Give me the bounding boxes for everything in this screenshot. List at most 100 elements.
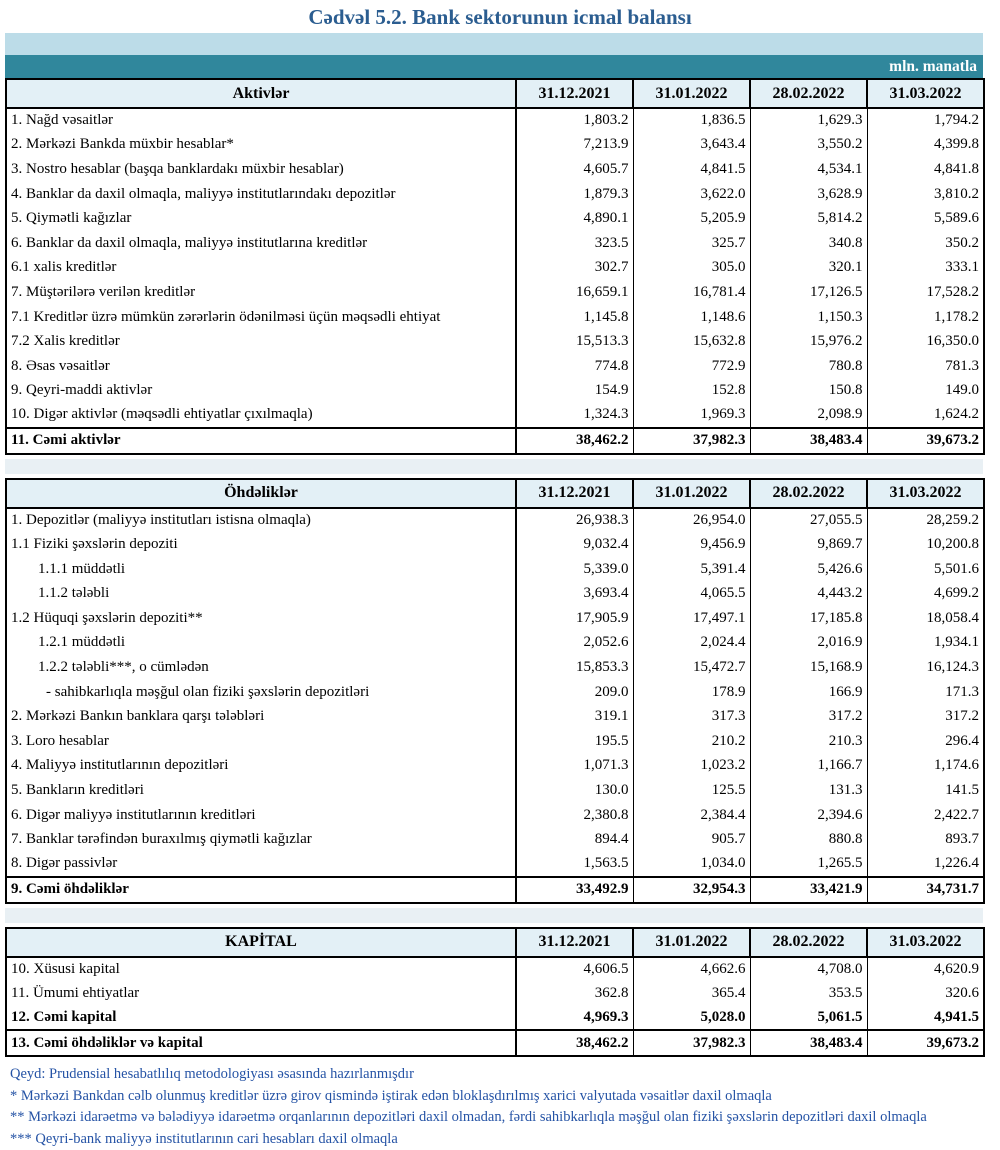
row-label: 3. Nostro hesablar (başqa banklardakı mü… [11,160,344,177]
row-value: 166.9 [749,679,867,705]
section-header-row: KAPİTAL 31.12.2021 31.01.2022 28.02.2022 31.… [5,926,985,958]
row-value: 154.9 [515,378,633,404]
table-row: 10. Digər aktivlər (məqsədli ehtiyatlar … [6,403,984,428]
row-label: 7.2 Xalis kreditlər [11,333,120,350]
table-row: 10. Xüsusi kapital 4,606.5 4,662.6 4,708.0 4… [6,956,984,982]
row-value: 149.0 [866,378,984,404]
row-value: 4,065.5 [632,581,750,607]
row-value: 37,982.3 [632,1029,750,1057]
section-header-row: Öhdəliklər 31.12.2021 31.01.2022 28.02.2022… [5,477,985,509]
row-label: 2. Mərkəzi Bankda müxbir hesablar* [11,136,234,153]
row-value: 4,662.6 [632,956,750,982]
row-value: 38,462.2 [515,426,633,454]
section-title: Öhdəliklər [5,477,517,509]
row-value: 880.8 [749,827,867,853]
row-value: 1,166.7 [749,753,867,779]
row-value: 27,055.5 [749,507,867,533]
row-label: 12. Cəmi kapital [11,1009,117,1026]
row-value: 894.4 [515,827,633,853]
row-value: 781.3 [866,353,984,379]
row-value: 5,589.6 [866,206,984,231]
row-value: 5,061.5 [749,1005,867,1031]
row-label: 8. Əsas vəsaitlər [11,357,110,374]
row-label: 1.2 Hüquqi şəxslərin depoziti** [11,609,203,626]
balance-table-1: Öhdəliklər 31.12.2021 31.01.2022 28.02.2022… [5,477,985,904]
column-header-date: 31.01.2022 [632,477,751,509]
row-value: 302.7 [515,255,633,281]
row-value: 28,259.2 [866,507,984,533]
row-value: 152.8 [632,378,750,404]
row-value: 9,456.9 [632,532,750,557]
row-value: 18,058.4 [866,606,984,631]
row-value: 33,492.9 [515,875,633,903]
row-value: 1,624.2 [866,403,984,428]
row-value: 365.4 [632,981,750,1006]
row-value: 4,605.7 [515,157,633,182]
row-value: 2,422.7 [866,802,984,828]
row-label: 6. Digər maliyyə institutlarının kreditl… [11,806,256,823]
row-label: 13. Cəmi öhdəliklər və kapital [6,1029,516,1057]
table-row: 7.1 Kreditlər üzrə mümkün zərərlərin ödə… [6,304,984,330]
row-value: 4,699.2 [866,581,984,607]
row-value: 3,810.2 [866,181,984,207]
column-header-date: 28.02.2022 [749,926,868,958]
row-value: 7,213.9 [515,132,633,158]
row-value: 1,071.3 [515,753,633,779]
row-value: 317.2 [749,704,867,730]
row-value: 17,185.8 [749,606,867,631]
row-label: 1.1.1 müddətli [38,560,126,577]
row-value: 325.7 [632,230,750,256]
row-value: 37,982.3 [632,426,750,454]
row-value: 905.7 [632,827,750,853]
row-value: 3,550.2 [749,132,867,158]
table-row: 11. Ümumi ehtiyatlar 362.8 365.4 353.5 320.6 [6,981,984,1006]
table-row: 7. Banklar tərəfindən buraxılmış qiymətl… [6,827,984,853]
column-header-date: 31.12.2021 [515,477,634,509]
row-value: 38,462.2 [515,1029,633,1057]
row-value: 1,629.3 [749,108,867,133]
row-value: 39,673.2 [866,426,984,454]
row-value: 9,869.7 [749,532,867,557]
table-row: 1.1.2 tələbli 3,693.4 4,065.5 4,443.2 4,699.… [6,581,984,607]
row-value: 15,976.2 [749,329,867,354]
row-value: 1,023.2 [632,753,750,779]
row-value: 893.7 [866,827,984,853]
row-value: 178.9 [632,679,750,705]
row-value: 34,731.7 [866,875,984,903]
row-value: 1,563.5 [515,852,633,877]
row-value: 38,483.4 [749,1029,867,1057]
row-label: 1.2.1 müddətli [38,634,126,651]
row-label: 5. Qiymətli kağızlar [11,210,132,227]
row-value: 130.0 [515,778,633,803]
sections-container: Aktivlər 31.12.2021 31.01.2022 28.02.2022 31… [5,78,985,1058]
row-value: 16,124.3 [866,655,984,680]
row-value: 4,708.0 [749,956,867,982]
row-value: 9,032.4 [515,532,633,557]
row-value: 210.3 [749,729,867,754]
row-label: - sahibkarlıqla məşğul olan fiziki şəxsl… [46,683,370,700]
row-value: 171.3 [866,679,984,705]
row-value: 32,954.3 [632,875,750,903]
row-value: 4,841.8 [866,157,984,182]
row-value: 362.8 [515,981,633,1006]
column-header-date: 31.01.2022 [632,78,751,109]
row-value: 2,384.4 [632,802,750,828]
row-value: 210.2 [632,729,750,754]
table-row: 8. Digər passivlər 1,563.5 1,034.0 1,265.5 1… [6,852,984,877]
row-value: 340.8 [749,230,867,256]
row-value: 125.5 [632,778,750,803]
row-value: 5,814.2 [749,206,867,231]
row-label: 4. Maliyyə institutlarının depozitləri [11,757,229,774]
row-value: 16,350.0 [866,329,984,354]
row-label: 2. Mərkəzi Bankın banklara qarşı tələblə… [11,708,265,725]
row-label: 7.1 Kreditlər üzrə mümkün zərərlərin ödə… [11,308,441,325]
table-row: 6. Banklar da daxil olmaqla, maliyyə ins… [6,230,984,256]
table-row: 1. Depozitlər (maliyyə institutları isti… [6,507,984,533]
row-label: 10. Digər aktivlər (məqsədli ehtiyatlar … [11,406,313,423]
row-value: 1,145.8 [515,304,633,330]
row-value: 5,028.0 [632,1005,750,1031]
column-header-date: 28.02.2022 [749,78,868,109]
row-value: 2,380.8 [515,802,633,828]
row-value: 333.1 [866,255,984,281]
row-label: 1.2.2 tələbli***, o cümlədən [38,659,209,676]
